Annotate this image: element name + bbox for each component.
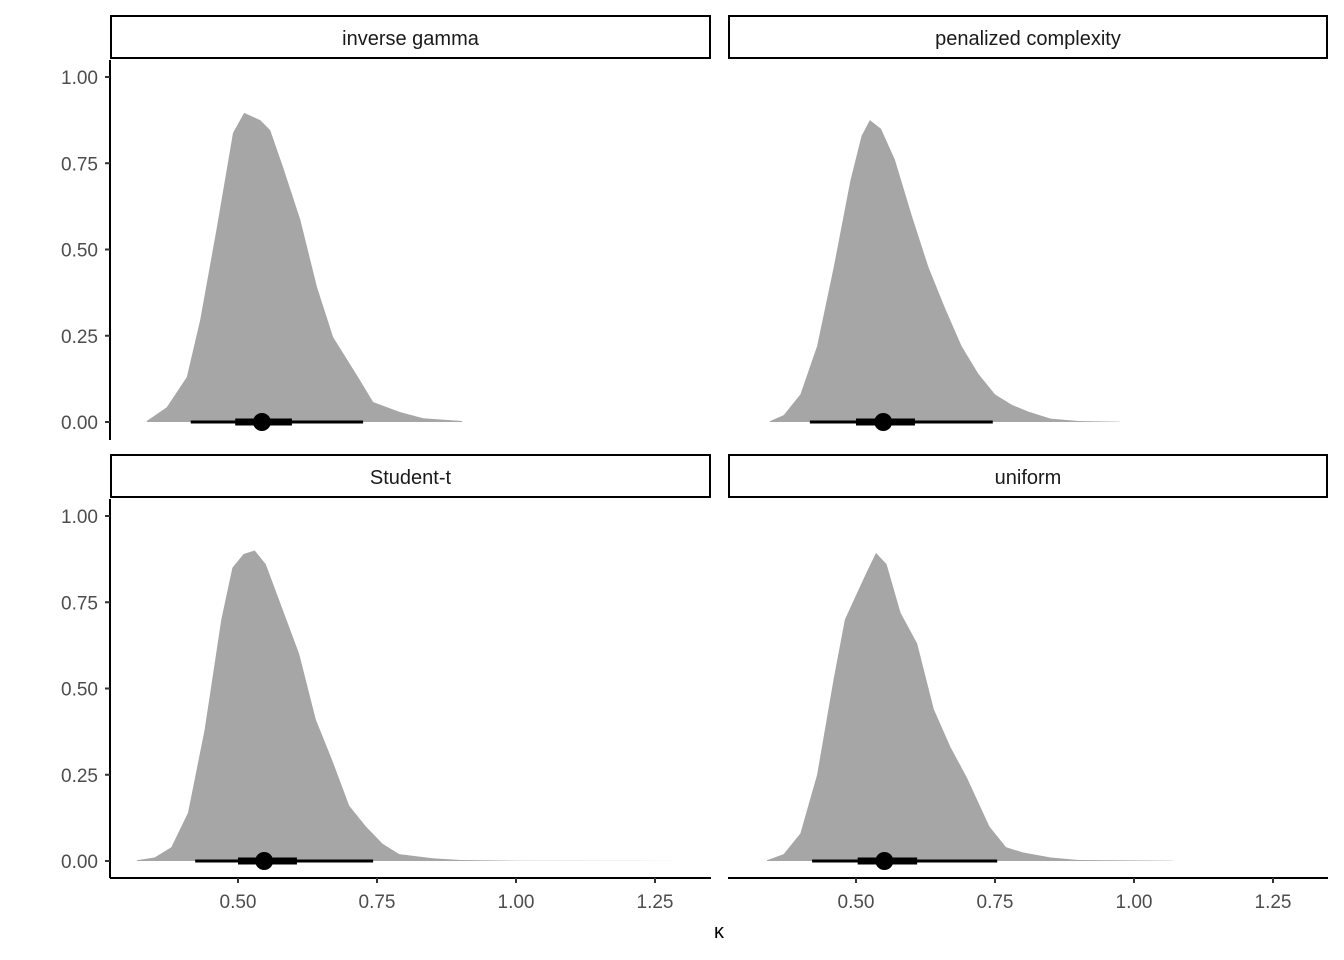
facet-strip bbox=[728, 15, 1328, 59]
facet-strip bbox=[110, 15, 711, 59]
x-tick-label: 0.50 bbox=[220, 892, 257, 913]
point-estimate bbox=[255, 852, 274, 870]
density-area bbox=[767, 552, 1173, 861]
facet-panel: Student-t 0.00 0.25 0.50 0.75 1.00 0.50 0.75 1.0… bbox=[61, 454, 711, 913]
facet-strip bbox=[110, 454, 711, 498]
y-tick-label: 0.25 bbox=[61, 766, 98, 787]
y-tick-label: 0.50 bbox=[61, 680, 98, 701]
y-tick-label: 0.00 bbox=[61, 852, 98, 873]
facet-panel: uniform 0.50 0.75 1.00 1.25 bbox=[728, 454, 1328, 913]
y-tick-label: 1.00 bbox=[61, 68, 98, 89]
facet-strip-label: uniform bbox=[995, 467, 1062, 489]
point-estimate bbox=[874, 413, 893, 431]
x-tick-label: 1.00 bbox=[498, 892, 535, 913]
point-estimate bbox=[875, 852, 894, 870]
y-tick-label: 0.75 bbox=[61, 154, 98, 175]
x-tick-label: 0.75 bbox=[977, 892, 1014, 913]
density-area bbox=[146, 112, 463, 423]
point-estimate bbox=[252, 413, 271, 431]
facet-panel: penalized complexity bbox=[728, 15, 1328, 431]
x-tick-label: 1.00 bbox=[1116, 892, 1153, 913]
x-tick-label: 1.25 bbox=[637, 892, 674, 913]
density-area bbox=[769, 120, 1121, 422]
y-tick-label: 0.25 bbox=[61, 327, 98, 348]
x-axis-label: κ bbox=[714, 921, 725, 943]
density-area bbox=[136, 550, 683, 861]
facet-strip bbox=[728, 454, 1328, 498]
facet-strip-label: penalized complexity bbox=[935, 28, 1121, 50]
y-tick-label: 0.00 bbox=[61, 413, 98, 434]
x-tick-label: 0.50 bbox=[838, 892, 875, 913]
x-tick-label: 0.75 bbox=[359, 892, 396, 913]
y-tick-label: 1.00 bbox=[61, 507, 98, 528]
x-tick-label: 1.25 bbox=[1255, 892, 1292, 913]
y-tick-label: 0.50 bbox=[61, 241, 98, 262]
y-tick-label: 0.75 bbox=[61, 593, 98, 614]
facet-panel: inverse gamma 0.00 0.25 0.50 0.75 1.00 bbox=[61, 15, 711, 440]
facet-strip-label: Student-t bbox=[370, 467, 452, 489]
facet-strip-label: inverse gamma bbox=[342, 28, 480, 50]
